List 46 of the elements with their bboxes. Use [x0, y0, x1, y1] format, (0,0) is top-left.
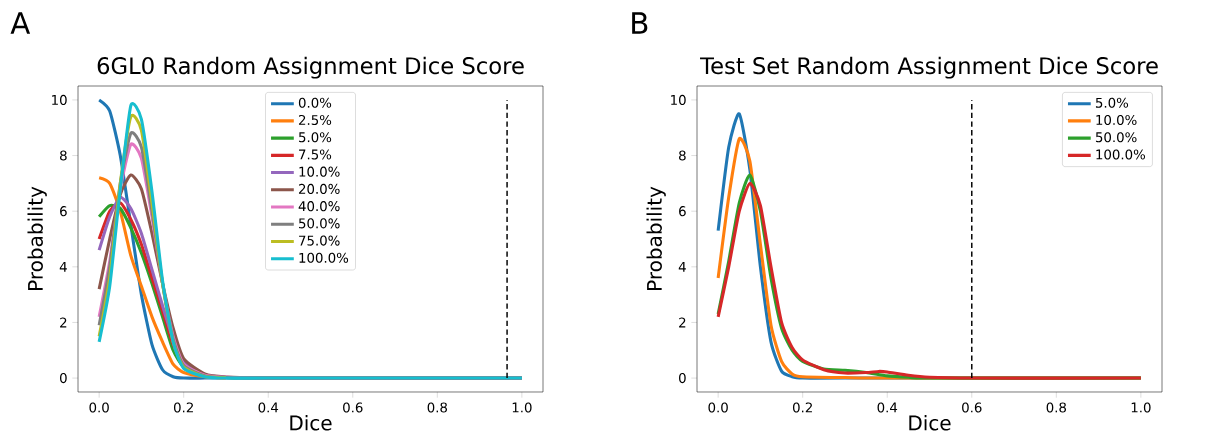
y-tick-label: 0	[60, 373, 67, 384]
y-tick-label: 8	[679, 150, 686, 161]
legend-label: 5.0%	[1095, 97, 1129, 108]
legend-label: 10.0%	[299, 166, 340, 177]
y-tick-label: 6	[60, 206, 67, 217]
legend-label: 50.0%	[299, 218, 340, 229]
chart-title: 6GL0 Random Assignment Dice Score	[97, 56, 524, 79]
legend-label: 7.5%	[299, 149, 332, 160]
x-tick-label: 0.8	[427, 402, 448, 413]
y-tick-label: 6	[679, 206, 686, 217]
legend-label: 100.0%	[299, 252, 349, 263]
x-tick-label: 0.2	[792, 402, 812, 413]
legend-label: 20.0%	[298, 183, 340, 194]
y-tick-label: 10	[671, 94, 686, 105]
x-tick-label: 1.0	[1131, 402, 1151, 413]
legend-label: 100.0%	[1096, 149, 1146, 160]
x-axis-title: Dice	[290, 414, 332, 431]
y-tick-label: 2	[60, 317, 67, 328]
text: B	[632, 12, 648, 34]
y-tick-label: 4	[59, 261, 67, 272]
y-tick-label: 0	[679, 373, 686, 384]
y-axis-title: Probability	[646, 186, 666, 290]
x-tick-label: 0.6	[343, 402, 363, 413]
x-tick-label: 0.8	[1046, 402, 1067, 413]
chart-title: Test Set Random Assignment Dice Score	[700, 56, 1158, 79]
x-tick-label: 0.0	[89, 402, 109, 413]
x-tick-label: 0.0	[708, 402, 728, 413]
x-tick-label: 0.6	[962, 402, 982, 413]
legend-label: 50.0%	[1095, 132, 1137, 143]
x-axis-title: Dice	[909, 414, 951, 431]
y-tick-label: 8	[60, 150, 67, 161]
legend-label: 5.0%	[299, 132, 332, 143]
legend-label: 10.0%	[1096, 114, 1137, 126]
y-tick-label: 10	[52, 94, 67, 105]
y-tick-label: 4	[678, 261, 686, 272]
text: A	[10, 12, 31, 34]
x-tick-label: 1.0	[512, 402, 532, 413]
legend-label: 2.5%	[298, 114, 332, 126]
y-axis-title: Probability	[27, 186, 47, 290]
legend-label: 0.0%	[298, 97, 332, 108]
x-tick-label: 0.4	[877, 402, 898, 413]
legend-label: 75.0%	[299, 235, 340, 246]
legend-label: 40.0%	[298, 201, 340, 212]
x-tick-label: 0.2	[173, 402, 193, 413]
y-tick-label: 2	[679, 317, 686, 328]
x-tick-label: 0.4	[258, 402, 279, 413]
